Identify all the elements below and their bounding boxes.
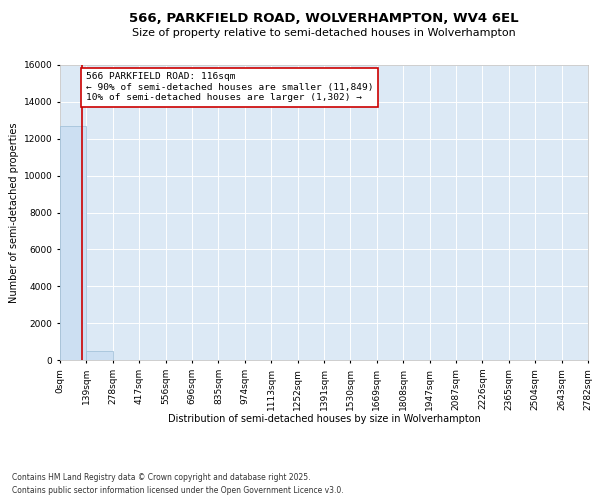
Text: Contains public sector information licensed under the Open Government Licence v3: Contains public sector information licen… [12,486,344,495]
Y-axis label: Number of semi-detached properties: Number of semi-detached properties [10,122,19,302]
Text: 566 PARKFIELD ROAD: 116sqm
← 90% of semi-detached houses are smaller (11,849)
10: 566 PARKFIELD ROAD: 116sqm ← 90% of semi… [86,72,373,102]
Text: Contains HM Land Registry data © Crown copyright and database right 2025.: Contains HM Land Registry data © Crown c… [12,474,311,482]
Bar [60,126,86,360]
Text: 566, PARKFIELD ROAD, WOLVERHAMPTON, WV4 6EL: 566, PARKFIELD ROAD, WOLVERHAMPTON, WV4 … [129,12,519,26]
Bar [86,351,113,360]
Text: Size of property relative to semi-detached houses in Wolverhampton: Size of property relative to semi-detach… [132,28,516,38]
X-axis label: Distribution of semi-detached houses by size in Wolverhampton: Distribution of semi-detached houses by … [167,414,481,424]
